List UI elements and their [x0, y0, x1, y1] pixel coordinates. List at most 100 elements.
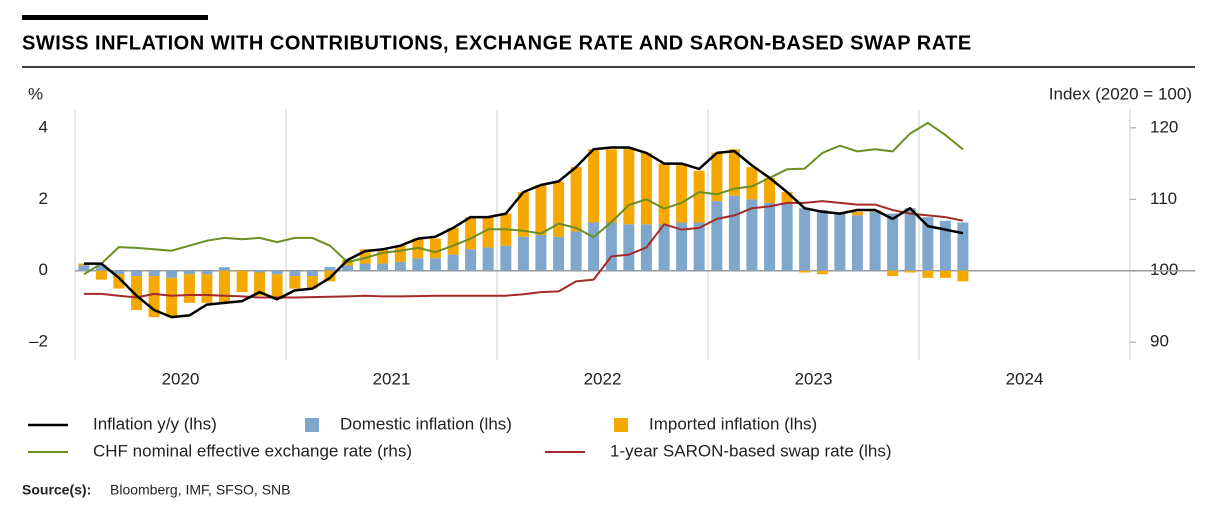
bar: [799, 208, 811, 271]
bar: [922, 217, 934, 271]
bar: [535, 185, 547, 235]
bar: [728, 195, 740, 271]
y2-tick-label: 90: [1150, 332, 1169, 351]
bar: [658, 224, 670, 271]
bar: [781, 192, 793, 203]
bar: [517, 236, 529, 271]
legend-label: CHF nominal effective exchange rate (rhs…: [93, 441, 412, 460]
bar: [148, 276, 160, 318]
bar: [131, 270, 143, 277]
bar: [289, 270, 301, 277]
x-tick-label: 2022: [584, 369, 622, 388]
bar: [570, 167, 582, 232]
bar: [394, 245, 406, 262]
bar: [465, 249, 477, 271]
bar: [324, 267, 336, 271]
bar: [394, 261, 406, 271]
bar: [218, 267, 230, 271]
bar: [605, 149, 617, 223]
chart-title: SWISS INFLATION WITH CONTRIBUTIONS, EXCH…: [22, 32, 972, 54]
bar: [711, 152, 723, 202]
bar: [957, 222, 969, 271]
bar: [640, 152, 652, 225]
y-tick-label: 0: [39, 260, 48, 279]
bar: [658, 163, 670, 225]
x-tick-label: 2024: [1006, 369, 1044, 388]
bar: [851, 215, 863, 271]
bar: [447, 254, 459, 271]
source-label: Source(s):: [22, 482, 91, 498]
legend-label: 1-year SARON-based swap rate (lhs): [610, 441, 892, 460]
bar: [359, 263, 371, 271]
line-series: [83, 146, 964, 319]
bar: [834, 213, 846, 271]
bar: [78, 263, 90, 266]
bar: [271, 270, 283, 275]
bar: [869, 211, 881, 271]
bar: [113, 270, 125, 275]
bar: [728, 149, 740, 196]
bar: [377, 263, 389, 271]
bar: [693, 170, 705, 223]
bar: [324, 270, 336, 282]
bar: [535, 235, 547, 271]
y-axis-label: %: [28, 84, 43, 103]
bar: [113, 274, 125, 289]
bar: [377, 249, 389, 264]
y-tick-label: –2: [29, 332, 48, 351]
bar: [887, 213, 899, 271]
y2-tick-label: 110: [1150, 189, 1177, 208]
bar: [676, 222, 688, 271]
bar: [95, 270, 107, 280]
bar: [306, 276, 318, 289]
x-tick-label: 2021: [373, 369, 411, 388]
bar: [623, 147, 635, 225]
bar: [342, 265, 354, 271]
bar: [254, 270, 266, 273]
bar: [553, 181, 565, 237]
bar: [816, 210, 828, 271]
bar: [271, 274, 283, 300]
bar: [570, 231, 582, 271]
bar: [218, 270, 230, 303]
bar: [922, 270, 934, 278]
bar: [799, 270, 811, 273]
legend-swatch: [614, 418, 628, 432]
line-series: [83, 121, 964, 276]
bar: [359, 249, 371, 264]
line-series: [83, 200, 964, 299]
bar: [412, 258, 424, 271]
bar: [482, 247, 494, 271]
title-accent: [22, 15, 208, 20]
bar: [201, 270, 213, 275]
source: Bloomberg, IMF, SFSO, SNB: [110, 482, 291, 498]
bar: [517, 192, 529, 237]
bar: [939, 220, 951, 271]
bar: [693, 222, 705, 271]
bar: [429, 258, 441, 271]
x-tick-label: 2020: [162, 369, 200, 388]
bar: [166, 277, 178, 318]
bar: [183, 270, 195, 275]
bar: [676, 163, 688, 223]
bar: [482, 217, 494, 248]
y2-axis-label: Index (2020 = 100): [1049, 84, 1192, 103]
bar: [447, 227, 459, 255]
bar: [95, 265, 107, 271]
bar: [851, 211, 863, 216]
bar: [183, 274, 195, 303]
bar: [746, 167, 758, 200]
bar: [553, 236, 565, 271]
legend-label: Domestic inflation (lhs): [340, 414, 512, 433]
bar: [711, 201, 723, 271]
bar: [904, 208, 916, 271]
legend-label: Imported inflation (lhs): [649, 414, 817, 433]
bar: [957, 270, 969, 282]
legend-label: Inflation y/y (lhs): [93, 414, 217, 433]
bar: [289, 276, 301, 289]
bar: [131, 276, 143, 310]
bar: [236, 270, 248, 293]
y-tick-label: 2: [39, 189, 48, 208]
y-tick-label: 4: [39, 117, 48, 136]
